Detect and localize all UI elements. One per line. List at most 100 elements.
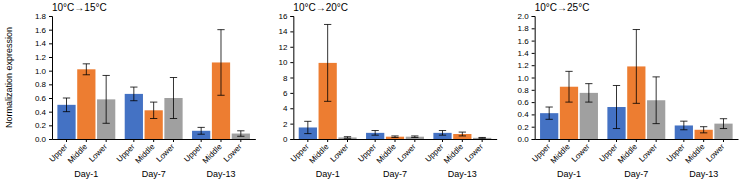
y-tick-mark (532, 28, 535, 29)
x-tick-label: Lower (637, 142, 659, 164)
error-bar (391, 136, 398, 138)
x-tick-mark (616, 139, 617, 142)
y-tick: 4 (283, 104, 293, 113)
bar (125, 94, 143, 139)
bar (77, 69, 95, 139)
error-bar-cap (585, 102, 592, 103)
error-bar-stem (66, 98, 67, 112)
x-tick-label: Middle (201, 142, 224, 165)
x-tick-mark (307, 139, 308, 142)
y-tick-label: 0.6 (518, 98, 530, 107)
x-tick-label: Middle (616, 142, 639, 165)
y-tick: 10 (278, 58, 293, 67)
error-bar (372, 131, 379, 136)
x-tick-label: Lower (222, 142, 244, 164)
y-tick: 0.0 (518, 135, 535, 144)
error-bar (170, 78, 177, 119)
y-tick-label: 1.4 (518, 49, 530, 58)
error-bar-stem (220, 30, 221, 96)
x-tick: Middle (201, 139, 224, 165)
error-bar-cap (633, 29, 640, 30)
error-bar-cap (700, 126, 707, 127)
error-bar-stem (240, 131, 241, 136)
y-tick: 0.8 (35, 80, 52, 89)
error-bar-cap (130, 87, 137, 88)
y-tick: 0.0 (35, 135, 52, 144)
x-sub-axis: UpperMiddleLower (182, 139, 244, 165)
title: 10°C→25°C (535, 2, 590, 13)
bar (386, 137, 404, 139)
x-tick-label: Upper (115, 142, 137, 164)
error-bar-cap (217, 29, 224, 30)
error-bar-cap (237, 136, 244, 137)
error-bar-cap (170, 118, 177, 119)
x-sub-axis: UpperMiddleLower (530, 139, 592, 165)
y-tick: 0.2 (518, 123, 535, 132)
x-tick-mark (153, 139, 154, 142)
y-tick: 0.6 (518, 98, 535, 107)
y-tick-mark (49, 16, 52, 17)
x-tick-label: Lower (570, 142, 592, 164)
y-tick: 0.4 (35, 108, 52, 117)
error-bar-cap (565, 71, 572, 72)
x-tick-label: Lower (705, 142, 727, 164)
y-tick-label: 14 (278, 27, 287, 36)
y-tick-label: 8 (283, 74, 288, 83)
error-bar-cap (411, 137, 418, 138)
group-label: Day-13 (689, 169, 718, 179)
y-tick-label: 0 (283, 135, 288, 144)
y-tick-mark (290, 47, 293, 48)
y-axis-line (49, 17, 53, 140)
group-label: Day-7 (142, 169, 166, 179)
error-bar-cap (63, 111, 70, 112)
x-tick-mark (723, 139, 724, 142)
error-bar-stem (616, 85, 617, 128)
x-sub-axis: UpperMiddleLower (289, 139, 351, 165)
bar (473, 138, 491, 139)
error-bar-stem (133, 87, 134, 101)
y-axis-line (532, 17, 536, 140)
x-sub-axis: UpperMiddleLower (48, 139, 110, 165)
x-tick-mark (656, 139, 657, 142)
error-bar-cap (237, 130, 244, 131)
x-tick: Lower (463, 139, 485, 164)
y-tick: 1.6 (518, 37, 535, 46)
x-tick: Middle (133, 139, 156, 165)
x-tick-mark (703, 139, 704, 142)
y-tick-mark (290, 16, 293, 17)
x-tick-label: Upper (665, 142, 687, 164)
x-tick-mark (569, 139, 570, 142)
y-axis: 0.00.20.40.60.81.01.21.41.61.8 (35, 12, 53, 144)
x-tick: Lower (155, 139, 177, 164)
x-tick-mark (683, 139, 684, 142)
error-bar-stem (656, 77, 657, 124)
error-bar-stem (173, 78, 174, 119)
x-tick-label: Upper (182, 142, 204, 164)
error-bar-cap (324, 101, 331, 102)
y-tick: 0.8 (518, 86, 535, 95)
error-bar (150, 102, 157, 118)
y-tick: 14 (278, 27, 293, 36)
y-tick-label: 0.0 (35, 135, 47, 144)
error-bar (217, 30, 224, 96)
error-bar (613, 85, 620, 128)
error-bar-cap (150, 118, 157, 119)
y-tick-label: 0.4 (518, 110, 530, 119)
error-bar (459, 132, 466, 136)
x-tick-label: Middle (549, 142, 572, 165)
group-label: Day-1 (316, 169, 340, 179)
error-bar-cap (546, 119, 553, 120)
y-tick-mark (532, 127, 535, 128)
error-bar-cap (198, 127, 205, 128)
x-tick-mark (66, 139, 67, 142)
error-bar-cap (83, 74, 90, 75)
x-tick: Lower (329, 139, 351, 164)
error-bar-cap (217, 95, 224, 96)
y-tick-label: 2.0 (518, 12, 530, 21)
y-tick-mark (532, 65, 535, 66)
y-tick-mark (532, 78, 535, 79)
y-tick-label: 16 (278, 12, 287, 21)
error-bar (130, 87, 137, 101)
error-bar (565, 71, 572, 102)
error-bar-cap (150, 102, 157, 103)
